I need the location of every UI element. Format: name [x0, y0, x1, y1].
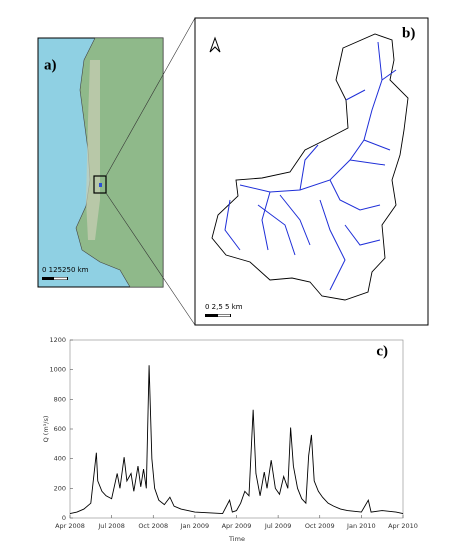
- y-axis-label: Q (m³/s): [42, 416, 50, 443]
- x-tick-label: Apr 2010: [388, 522, 418, 530]
- y-tick-label: 600: [54, 425, 66, 433]
- map-b: b) 0 2,5 5 km: [194, 17, 429, 326]
- x-tick-label: Jan 2010: [346, 522, 376, 530]
- chart: c) Time Q (m³/s) 0 200 400 600 800 1000 1200 Ap…: [42, 336, 418, 543]
- y-tick-label: 800: [54, 395, 66, 403]
- x-tick-label: Oct 2008: [138, 522, 168, 530]
- x-tick-label: Apr 2008: [55, 522, 85, 530]
- panel-label: b): [402, 25, 415, 41]
- x-tick-label: Jul 2009: [264, 522, 291, 530]
- panel-label: c): [376, 343, 388, 359]
- map-a: a) 0 125250 km: [37, 37, 164, 288]
- y-tick-label: 400: [54, 455, 66, 463]
- line-series: [69, 365, 404, 515]
- x-tick-label: Oct 2009: [305, 522, 335, 530]
- y-tick-label: 0: [62, 514, 66, 522]
- panel-label: a): [44, 57, 57, 73]
- scale-text: 0 125250 km: [42, 266, 89, 274]
- x-axis-label: Time: [228, 535, 245, 543]
- x-tick-label: Jan 2009: [180, 522, 210, 530]
- y-tick-label: 1200: [49, 336, 66, 344]
- x-tick-label: Jul 2008: [97, 522, 124, 530]
- y-tick-label: 1000: [49, 366, 66, 374]
- scale-text: 0 2,5 5 km: [205, 303, 243, 311]
- x-tick-label: Apr 2009: [222, 522, 252, 530]
- y-tick-label: 200: [54, 484, 66, 492]
